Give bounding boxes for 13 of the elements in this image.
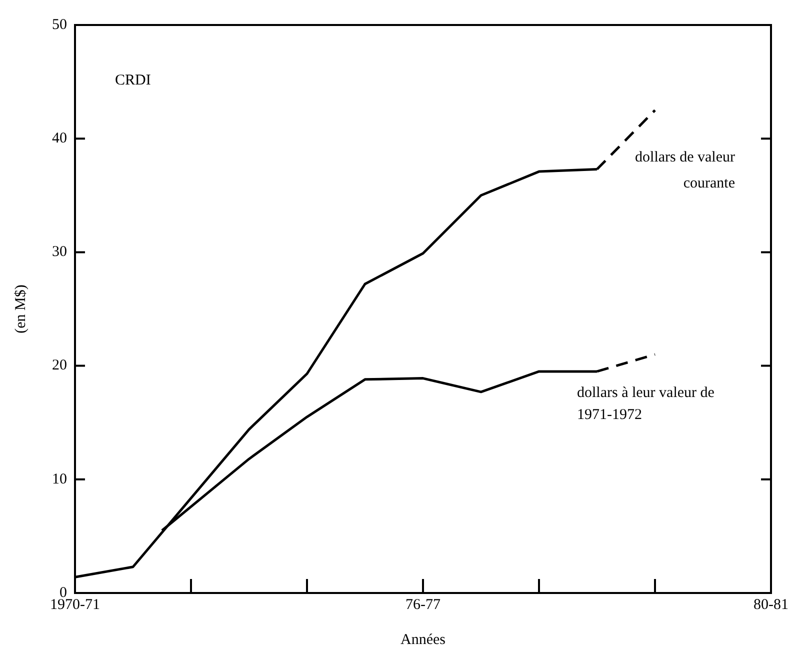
series-label: dollars à leur valeur de 1971-1972 — [577, 384, 715, 423]
y-tick-label: 30 — [52, 244, 67, 260]
annotation: CRDI — [115, 72, 151, 88]
x-tick-label: 80-81 — [754, 596, 788, 613]
series-label: dollars de valeur courante — [635, 150, 736, 192]
x-axis-title: Années — [400, 632, 446, 648]
y-axis-title: (en M$) — [12, 284, 29, 334]
y-tick-label: 10 — [52, 471, 67, 488]
y-tick-label: 40 — [52, 130, 67, 147]
x-tick-label: 76-77 — [406, 596, 441, 613]
x-tick-label: 1970-71 — [50, 596, 100, 613]
y-tick-label: 20 — [52, 358, 67, 374]
y-tick-label: 50 — [52, 16, 67, 33]
